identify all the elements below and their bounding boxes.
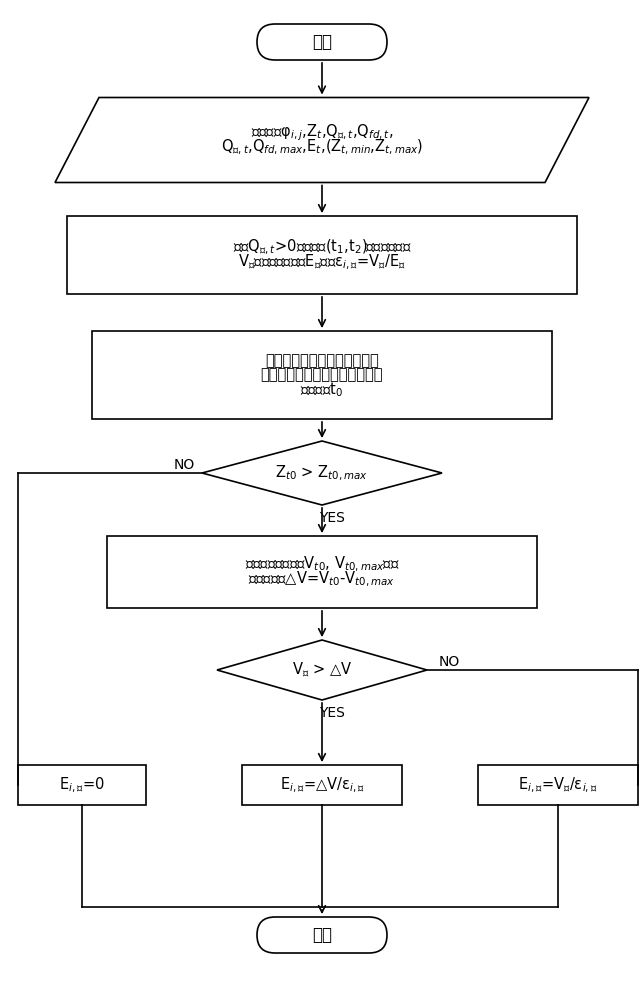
Text: V$_{弃}$和弃水期总电量E$_{弃}$，则ε$_{i,弃}$=V$_{弃}$/E$_{弃}$: V$_{弃}$和弃水期总电量E$_{弃}$，则ε$_{i,弃}$=V$_{弃}$… [238,253,406,272]
Text: YES: YES [319,511,345,525]
Polygon shape [55,98,589,182]
Text: E$_{i,责}$=△V/ε$_{i,弃}$: E$_{i,责}$=△V/ε$_{i,弃}$ [279,775,365,795]
Text: Q$_{弃,t}$,Q$_{fd,max}$,E$_t$,(Z$_{t,min}$,Z$_{t,max}$): Q$_{弃,t}$,Q$_{fd,max}$,E$_t$,(Z$_{t,min}… [221,138,423,157]
Text: 算超出库容△V=V$_{t0}$-V$_{t0,max}$: 算超出库容△V=V$_{t0}$-V$_{t0,max}$ [249,570,395,589]
Bar [107,536,537,608]
Bar [478,765,638,805]
Polygon shape [202,441,442,505]
Text: NO: NO [439,655,460,669]
Text: NO: NO [173,458,194,472]
Bar [67,216,577,294]
Text: 搜索弃水发生前的洪水过程中: 搜索弃水发生前的洪水过程中 [265,353,379,368]
Text: E$_{i,责}$=0: E$_{i,责}$=0 [59,775,105,795]
Text: V$_{弃}$ > △V: V$_{弃}$ > △V [292,661,352,679]
Text: YES: YES [319,706,345,720]
Text: 量的时刻t$_0$: 量的时刻t$_0$ [300,380,344,399]
Bar [242,765,402,805]
Polygon shape [217,640,427,700]
Text: 搜索Q$_{弃,t}$>0的时间段(t$_1$,t$_2$)，求出弃水量: 搜索Q$_{弃,t}$>0的时间段(t$_1$,t$_2$)，求出弃水量 [232,238,412,257]
Text: E$_{i,责}$=V$_{弃}$/ε$_{i,弃}$: E$_{i,责}$=V$_{弃}$/ε$_{i,弃}$ [518,775,598,795]
Text: 结束: 结束 [312,926,332,944]
Text: 查水位库容曲线得V$_{t0}$, V$_{t0,max}$并计: 查水位库容曲线得V$_{t0}$, V$_{t0,max}$并计 [245,555,399,574]
Text: 读取数据φ$_{i,j}$,Z$_t$,Q$_{入,t}$,Q$_{fd,t}$,: 读取数据φ$_{i,j}$,Z$_t$,Q$_{入,t}$,Q$_{fd,t}$… [251,122,393,143]
FancyBboxPatch shape [257,24,387,60]
Text: 第一次出现入库流量等于满发流: 第一次出现入库流量等于满发流 [261,367,383,382]
Text: 开始: 开始 [312,33,332,51]
Bar [18,765,146,805]
FancyBboxPatch shape [257,917,387,953]
Bar [92,331,552,419]
Text: Z$_{t0}$ > Z$_{t0,max}$: Z$_{t0}$ > Z$_{t0,max}$ [276,463,368,483]
